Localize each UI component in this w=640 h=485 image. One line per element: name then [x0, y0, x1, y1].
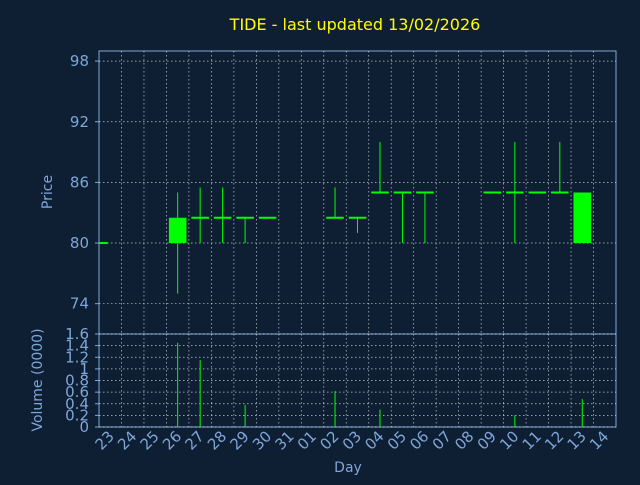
price-tick-label: 74 — [70, 295, 89, 313]
candle-body — [573, 192, 592, 244]
volume-tick-label: 0.4 — [65, 395, 89, 413]
volume-tick-label: 0 — [79, 418, 89, 436]
volume-tick-label: 0.6 — [65, 383, 89, 401]
price-tick-label: 92 — [70, 113, 89, 131]
volume-tick-label: 1.6 — [65, 325, 89, 343]
volume-panel: 00.20.40.60.811.21.41.623242526272829303… — [65, 325, 617, 454]
volume-plot-frame — [98, 333, 617, 428]
x-tick-label: 14 — [586, 427, 612, 453]
volume-tick-label: 1.2 — [65, 348, 89, 366]
volume-tick-label: 1.4 — [65, 337, 89, 355]
price-panel: 74 80 86 92 98 — [70, 50, 617, 335]
price-tick-label: 80 — [70, 234, 89, 252]
candle-body — [168, 217, 187, 244]
chart-title: TIDE - last updated 13/02/2026 — [229, 15, 481, 34]
price-axis-label: Price — [40, 175, 56, 209]
volume-tick-label: 1 — [79, 360, 89, 378]
volume-tick-label: 0.8 — [65, 372, 89, 390]
volume-tick-label: 0.2 — [65, 406, 89, 424]
price-tick-label: 98 — [70, 52, 89, 70]
x-axis-label: Day — [334, 460, 362, 476]
price-tick-label: 86 — [70, 173, 89, 191]
volume-axis-label: Volume (0000) — [30, 328, 46, 431]
